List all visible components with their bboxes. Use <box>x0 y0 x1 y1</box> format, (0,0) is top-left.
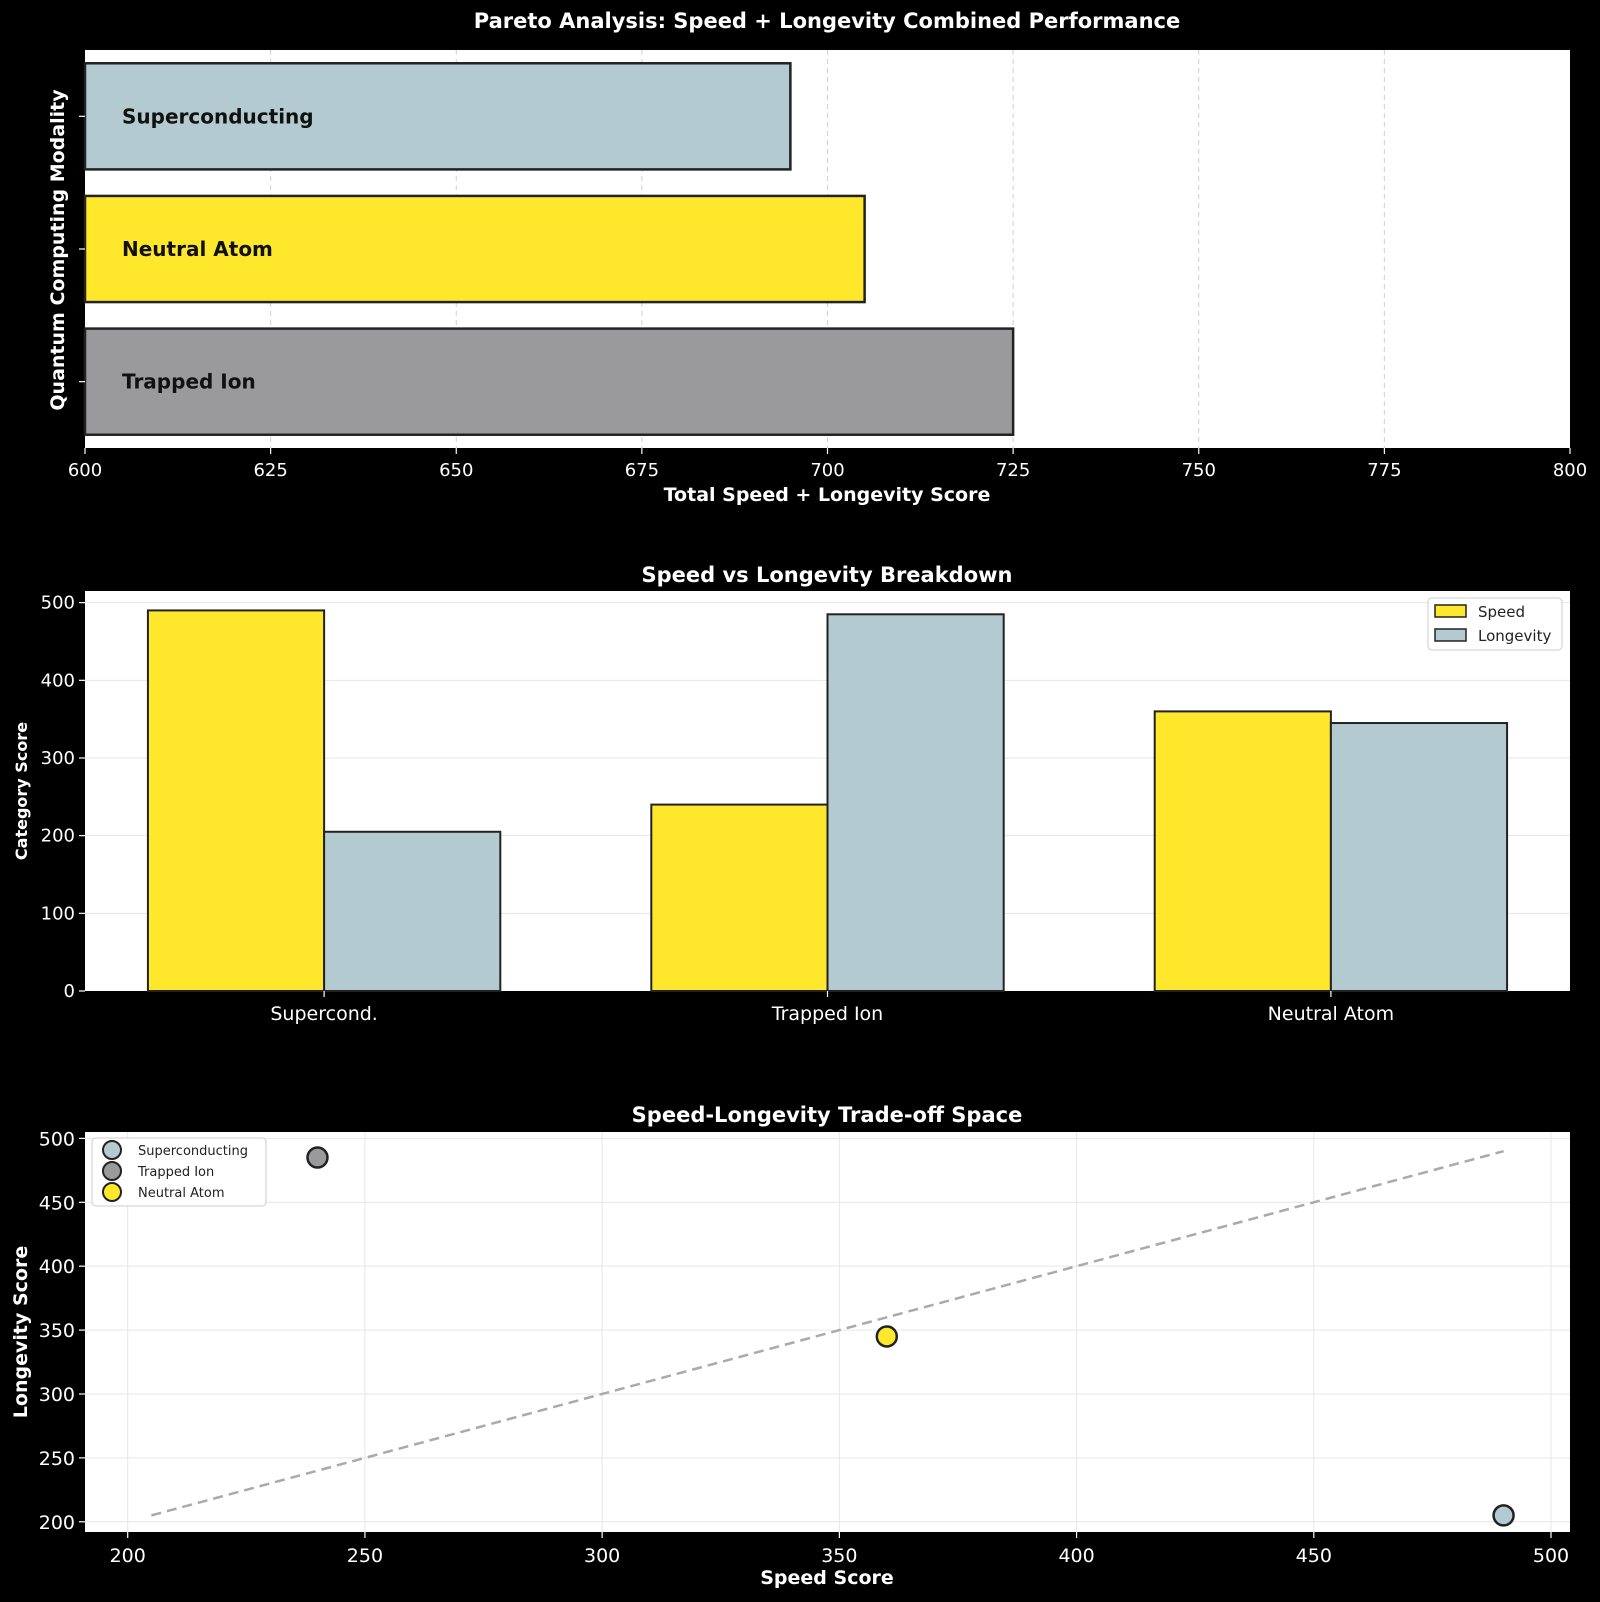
y-tick-label: 300 <box>41 748 75 769</box>
pareto-y-axis-label: Quantum Computing Modality <box>47 89 69 411</box>
pareto-x-axis-label: Total Speed + Longevity Score <box>664 484 991 506</box>
x-tick-label: 625 <box>253 460 287 481</box>
bar-label-superconducting: Superconducting <box>122 104 314 128</box>
x-tick-label: Trapped Ion <box>771 1003 883 1025</box>
legend-superconducting-label: Superconducting <box>138 1144 248 1159</box>
breakdown-legend: Speed Longevity <box>1427 597 1563 651</box>
bar-label-neutral-atom: Neutral Atom <box>122 237 273 261</box>
tradeoff-title: Speed-Longevity Trade-off Space <box>632 1103 1023 1127</box>
x-tick-label: Supercond. <box>270 1003 377 1025</box>
point-trapped-ion <box>306 1146 329 1169</box>
y-tick-label: 200 <box>41 826 75 847</box>
y-tick-label: 500 <box>41 593 75 614</box>
legend-speed-swatch <box>1434 604 1467 618</box>
y-tick-label: 200 <box>39 1512 75 1534</box>
y-tick-label: 250 <box>39 1448 75 1470</box>
tradeoff-legend: Superconducting Trapped Ion Neutral Atom <box>91 1137 267 1207</box>
point-neutral-atom <box>875 1325 899 1348</box>
legend-longevity-swatch <box>1434 628 1467 642</box>
x-tick-label: 350 <box>821 1545 857 1567</box>
x-tick-label: 675 <box>625 460 659 481</box>
y-tick-label: 0 <box>64 981 75 1002</box>
x-tick-label: 300 <box>584 1545 620 1567</box>
breakdown-chart: Speed vs Longevity Breakdown Supercond. T… <box>12 563 1570 1025</box>
legend-trapped-ion-label: Trapped Ion <box>137 1165 214 1180</box>
legend-speed-label: Speed <box>1478 603 1525 621</box>
legend-neutral-atom-marker <box>102 1182 122 1202</box>
y-tick-label: 450 <box>39 1192 75 1214</box>
bar-speed-trapped-ion <box>650 803 829 992</box>
breakdown-title: Speed vs Longevity Breakdown <box>642 563 1013 587</box>
x-tick-label: 650 <box>439 460 473 481</box>
x-tick-label: 500 <box>1533 1545 1569 1567</box>
breakdown-y-axis-label: Category Score <box>12 722 31 860</box>
tradeoff-x-axis-label: Speed Score <box>760 1567 894 1589</box>
y-tick-label: 400 <box>41 670 75 691</box>
x-tick-label: 775 <box>1367 460 1401 481</box>
bar-longevity-supercond <box>323 830 502 992</box>
bar-trapped-ion <box>83 327 1015 436</box>
y-tick-label: 400 <box>39 1256 75 1278</box>
x-tick-label: 450 <box>1296 1545 1332 1567</box>
x-tick-label: 400 <box>1058 1545 1094 1567</box>
pareto-chart: Pareto Analysis: Speed + Longevity Combi… <box>47 9 1587 506</box>
x-tick-label: 250 <box>347 1545 383 1567</box>
y-tick-label: 350 <box>39 1320 75 1342</box>
legend-superconducting-marker <box>102 1140 122 1160</box>
x-tick-label: 800 <box>1553 460 1587 481</box>
tradeoff-plot-area <box>85 1132 1570 1532</box>
y-tick-label: 300 <box>39 1384 75 1406</box>
x-tick-label: 725 <box>996 460 1030 481</box>
x-tick-label: 750 <box>1182 460 1216 481</box>
legend-longevity-label: Longevity <box>1478 627 1551 645</box>
x-tick-label: Neutral Atom <box>1268 1003 1394 1025</box>
x-tick-label: 200 <box>110 1545 146 1567</box>
bar-longevity-trapped-ion <box>826 613 1005 992</box>
x-tick-label: 600 <box>68 460 102 481</box>
bar-speed-supercond <box>146 609 326 992</box>
bar-longevity-neutral-atom <box>1329 722 1509 992</box>
legend-trapped-ion-marker <box>102 1161 122 1181</box>
tradeoff-chart: Speed-Longevity Trade-off Space 200 250 30… <box>10 1103 1570 1589</box>
pareto-title: Pareto Analysis: Speed + Longevity Combi… <box>474 9 1180 33</box>
legend-box <box>91 1137 267 1207</box>
tradeoff-y-axis-label: Longevity Score <box>10 1246 32 1418</box>
legend-neutral-atom-label: Neutral Atom <box>138 1186 225 1201</box>
y-tick-label: 500 <box>39 1128 75 1150</box>
bar-label-trapped-ion: Trapped Ion <box>122 370 256 394</box>
point-superconducting <box>1492 1504 1515 1527</box>
x-tick-label: 700 <box>810 460 844 481</box>
bar-speed-neutral-atom <box>1153 710 1332 993</box>
reference-line <box>151 1149 1504 1517</box>
y-tick-label: 100 <box>41 903 75 924</box>
